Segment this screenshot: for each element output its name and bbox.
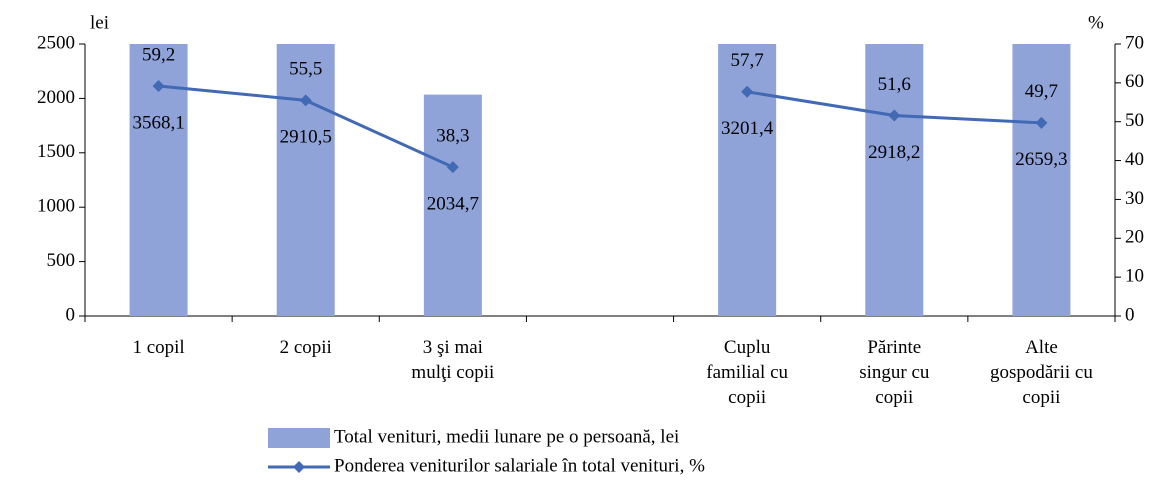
data-label: 2034,7	[427, 194, 479, 215]
marker	[741, 85, 754, 98]
y2-tick-label: 30	[1125, 188, 1144, 209]
y-tick-label: 1000	[37, 196, 75, 217]
legend-label: Total venituri, medii lunare pe o persoa…	[334, 426, 679, 447]
data-label: 51,6	[878, 74, 911, 95]
y2-axis-label: %	[1088, 12, 1104, 33]
bar	[865, 44, 924, 316]
data-label: 55,5	[289, 59, 322, 80]
y2-tick-label: 40	[1125, 149, 1144, 170]
data-label: 49,7	[1025, 81, 1058, 102]
y-tick-label: 0	[66, 304, 76, 325]
marker	[1035, 116, 1048, 129]
y-axis-label: lei	[90, 12, 109, 33]
y2-tick-label: 50	[1125, 110, 1144, 131]
bar	[1012, 44, 1071, 316]
data-label: 2910,5	[280, 127, 332, 148]
x-tick-label: Părinte singur cu copii	[859, 337, 930, 408]
plot-area	[129, 44, 1071, 316]
bar	[276, 44, 335, 316]
marker	[299, 94, 312, 107]
legend-swatch	[268, 428, 330, 448]
x-tick-label: Cuplu familial cu copii	[706, 337, 788, 408]
marker	[152, 79, 165, 92]
y-tick-label: 2000	[37, 87, 75, 108]
legend-label: Ponderea veniturilor salariale în total …	[334, 455, 705, 476]
x-tick-label: 2 copii	[280, 337, 332, 358]
x-tick-label: Alte gospodării cu copii	[990, 337, 1093, 408]
y-tick-label: 2500	[37, 32, 75, 53]
bar	[423, 94, 482, 316]
y2-tick-label: 20	[1125, 227, 1144, 248]
x-tick-label: 1 copil	[132, 337, 184, 358]
data-label: 3568,1	[132, 112, 184, 133]
data-label: 57,7	[731, 50, 764, 71]
x-tick-label: 3 şi mai mulţi copii	[411, 337, 494, 383]
y2-tick-label: 70	[1125, 32, 1144, 53]
y-tick-label: 1500	[37, 141, 75, 162]
y-tick-label: 500	[47, 250, 76, 271]
bar	[718, 44, 777, 316]
data-label: 2918,2	[868, 142, 920, 163]
data-label: 38,3	[436, 126, 469, 147]
legend-marker	[293, 461, 305, 473]
y2-tick-label: 60	[1125, 71, 1144, 92]
y2-tick-label: 0	[1125, 304, 1135, 325]
data-label: 59,2	[142, 44, 175, 65]
marker	[888, 109, 901, 122]
marker	[446, 161, 459, 174]
y2-tick-label: 10	[1125, 266, 1144, 287]
data-label: 2659,3	[1015, 149, 1067, 170]
data-label: 3201,4	[721, 118, 774, 139]
